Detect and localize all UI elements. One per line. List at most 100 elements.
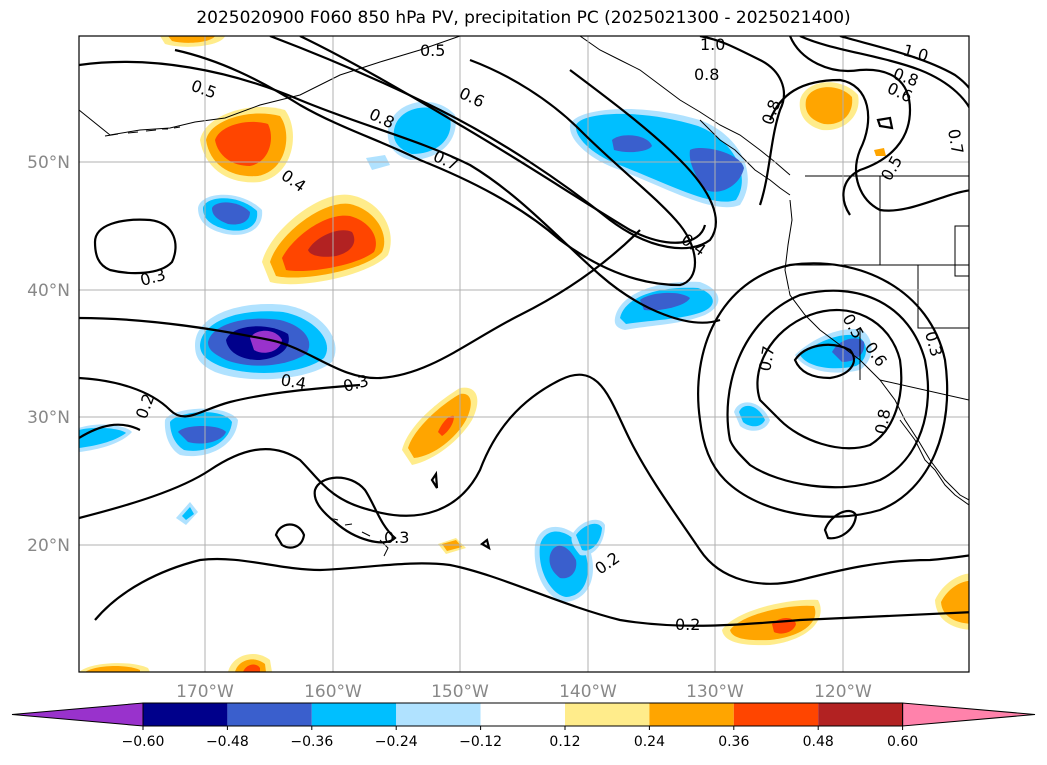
precip-area-cool xyxy=(182,507,194,520)
baja-california xyxy=(899,419,969,506)
precip-area-warm xyxy=(874,148,886,156)
contour-label: 0.2 xyxy=(675,615,700,634)
aleutian-islands xyxy=(104,126,181,137)
colorbar-segment xyxy=(143,703,228,726)
lon-label: 150°W xyxy=(431,682,489,702)
colorbar-tick-label: 0.60 xyxy=(887,734,918,750)
lat-label: 20°N xyxy=(27,536,70,556)
pv-contour xyxy=(768,78,969,212)
precip-area-cool xyxy=(576,523,602,551)
precip-area-cool xyxy=(612,135,652,153)
colorbar-tick-label: −0.24 xyxy=(375,734,418,750)
pv-contour xyxy=(79,229,641,380)
colorbar-segment xyxy=(565,703,650,726)
pv-contour xyxy=(726,289,930,489)
coastlines xyxy=(79,36,969,557)
pv-contour xyxy=(299,36,707,244)
contour-label: 0.7 xyxy=(755,344,778,372)
colorbar-extend-low xyxy=(11,702,144,727)
colorbar-segment xyxy=(733,703,819,726)
pv-contour xyxy=(313,476,397,544)
colorbar-tick-label: 0.36 xyxy=(718,734,749,750)
colorbar: −0.60 −0.48 −0.36 −0.24 −0.12 0.12 0.24 0.36 0.4… xyxy=(11,702,1036,750)
pv-contour xyxy=(793,343,855,380)
lon-label: 130°W xyxy=(686,682,744,702)
lat-label: 50°N xyxy=(27,153,70,173)
pv-contour xyxy=(430,470,439,489)
lon-label: 160°W xyxy=(304,682,362,702)
pv-contour xyxy=(756,308,903,450)
contour-label: 0.3 xyxy=(384,528,409,547)
colorbar-tick-label: −0.12 xyxy=(459,734,502,750)
precip-area-warm xyxy=(243,664,260,672)
colorbar-tick-label: −0.48 xyxy=(206,734,249,750)
lat-labels: 50°N 40°N 30°N 20°N xyxy=(27,153,70,556)
precip-area-cool xyxy=(212,202,250,225)
pv-contour xyxy=(799,36,969,110)
lon-label: 120°W xyxy=(814,682,872,702)
contour-label: 0.7 xyxy=(944,127,967,155)
alaska-panhandle xyxy=(579,36,791,176)
colorbar-segment xyxy=(311,703,397,726)
colorbar-tick-label: 0.48 xyxy=(803,734,834,750)
precip-area-cool xyxy=(393,107,451,154)
contour-label: 0.4 xyxy=(279,370,307,393)
pv-contour xyxy=(480,538,491,551)
precip-area-cool xyxy=(79,427,126,448)
pv-contour xyxy=(876,116,894,130)
contour-label: 1.0 xyxy=(700,35,725,54)
precip-area-warm xyxy=(408,393,471,458)
pv-contour xyxy=(79,373,969,585)
colorbar-segment xyxy=(818,703,903,726)
pv-contours xyxy=(79,36,969,627)
hawaii-islands xyxy=(329,517,389,557)
map-frame xyxy=(78,35,970,673)
map-title: 2025020900 F060 850 hPa PV, precipitatio… xyxy=(196,8,851,28)
pv-contour xyxy=(79,423,141,439)
lon-labels: 170°W 160°W 150°W 140°W 130°W 120°W xyxy=(176,682,872,702)
precip-area-cool xyxy=(549,545,577,579)
pv-contour xyxy=(274,523,306,549)
colorbar-segment xyxy=(480,703,565,726)
precip-area-cool xyxy=(178,426,226,444)
plot-area: 0.5 0.5 0.6 0.8 0.7 0.4 0.4 1.0 0.8 0.8 … xyxy=(79,35,969,672)
lat-label: 40°N xyxy=(27,281,70,301)
alaska-coast xyxy=(79,36,461,136)
contour-label: 0.8 xyxy=(871,407,894,435)
contour-label: 0.5 xyxy=(420,41,445,60)
pv-contour xyxy=(699,36,785,206)
precip-area-warm xyxy=(168,36,215,43)
colorbar-extend-high xyxy=(902,702,1036,727)
colorbar-segment xyxy=(227,703,312,726)
colorbar-tick-label: −0.36 xyxy=(290,734,333,750)
precip-area-cool xyxy=(640,292,690,311)
colorbar-segment xyxy=(649,703,734,726)
bc-islands xyxy=(699,119,791,196)
state-borders xyxy=(790,176,969,401)
precip-area-cool xyxy=(250,330,282,353)
precip-area-warm xyxy=(308,230,355,257)
pv-contour xyxy=(79,376,361,418)
pv-contour xyxy=(697,262,949,518)
precip-area-warm xyxy=(805,87,853,125)
pv-contour xyxy=(839,36,969,90)
lon-label: 170°W xyxy=(176,682,234,702)
contour-label: 0.8 xyxy=(694,65,719,84)
pv-contour xyxy=(174,48,697,287)
precip-area-cool xyxy=(739,405,765,427)
colorbar-tick-label: 0.12 xyxy=(549,734,580,750)
colorbar-segment xyxy=(396,703,481,726)
colorbar-tick-label: 0.24 xyxy=(634,734,665,750)
lon-label: 140°W xyxy=(559,682,617,702)
precip-area-cool xyxy=(689,148,744,192)
precip-area-warm xyxy=(85,666,140,672)
colorbar-tick-label: −0.60 xyxy=(122,734,165,750)
pv-contour xyxy=(93,218,177,275)
precip-area-warm xyxy=(438,415,454,436)
lat-label: 30°N xyxy=(27,408,70,428)
pv-contour xyxy=(79,60,721,324)
pv-contour xyxy=(788,36,912,216)
colorbar-frame xyxy=(142,702,904,727)
precip-area-warm xyxy=(215,121,271,166)
